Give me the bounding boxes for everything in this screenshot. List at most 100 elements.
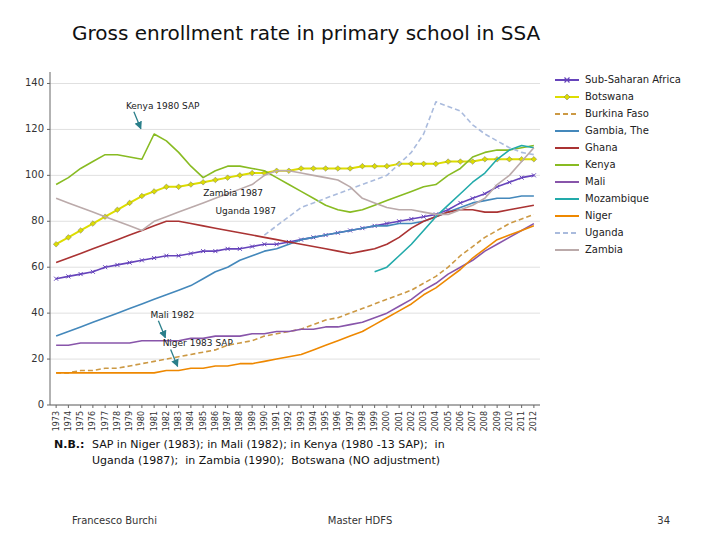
x-tick [435, 405, 436, 408]
x-tick-label: 1975 [76, 411, 85, 431]
x-tick-label: 1988 [235, 411, 244, 431]
series-line [56, 175, 534, 278]
series-marker [79, 272, 83, 276]
y-tick-label: 120 [25, 123, 44, 134]
y-tick [47, 129, 50, 130]
series-marker [66, 235, 72, 241]
series-marker [189, 251, 193, 255]
x-tick [472, 405, 473, 408]
y-tick [47, 83, 50, 84]
legend-label: Zambia [585, 244, 623, 255]
x-tick [460, 405, 461, 408]
x-tick [325, 405, 326, 408]
x-tick-label: 2011 [517, 411, 526, 431]
x-tick-label: 1997 [346, 411, 355, 431]
x-axis-line [50, 405, 540, 406]
x-tick [141, 405, 142, 408]
x-tick [497, 405, 498, 408]
series [53, 156, 536, 247]
x-tick-label: 1974 [64, 411, 73, 431]
footer-text: Francesco Burchi [72, 515, 157, 526]
series-line [56, 214, 534, 372]
series-marker [91, 270, 95, 274]
series-marker [360, 163, 366, 169]
x-tick-label: 2003 [419, 411, 428, 431]
series-marker [445, 159, 451, 165]
x-tick-label: 1990 [260, 411, 269, 431]
legend-label: Burkina Faso [585, 108, 649, 119]
series-marker [213, 249, 217, 253]
x-tick [154, 405, 155, 408]
annotation: Kenya 1980 SAP [126, 101, 200, 111]
x-tick-label: 2005 [444, 411, 453, 431]
series-marker [471, 196, 475, 200]
series-line [56, 205, 534, 262]
y-tick [47, 175, 50, 176]
series-marker [200, 179, 206, 185]
x-tick-label: 1992 [284, 411, 293, 431]
x-tick-label: 1981 [150, 411, 159, 431]
legend-label: Ghana [585, 142, 618, 153]
legend-label: Kenya [585, 159, 616, 170]
title: Gross enrollment rate in primary school … [72, 21, 541, 45]
series-marker [225, 175, 231, 181]
series-marker [164, 254, 168, 258]
series-marker [531, 156, 537, 162]
series-line [264, 102, 534, 235]
series-marker [384, 163, 390, 169]
series-marker [421, 161, 427, 167]
x-tick-label: 2006 [456, 411, 465, 431]
legend-label: Mozambique [585, 193, 649, 204]
legend-label: Sub-Saharan Africa [585, 74, 681, 85]
series [56, 148, 534, 231]
x-tick-label: 1980 [137, 411, 146, 431]
series-marker [422, 215, 426, 219]
x-tick-label: 2012 [529, 411, 538, 431]
x-tick [117, 405, 118, 408]
x-tick [533, 405, 534, 408]
series-marker [275, 242, 279, 246]
x-tick-label: 1989 [248, 411, 257, 431]
series-marker [483, 192, 487, 196]
grid-line [50, 175, 540, 176]
series-marker [128, 261, 132, 265]
x-tick-label: 2007 [468, 411, 477, 431]
series-marker [262, 242, 266, 246]
footer-text: Master HDFS [328, 515, 392, 526]
series-line [56, 134, 534, 212]
y-tick-label: 140 [25, 77, 44, 88]
x-tick-label: 1998 [358, 411, 367, 431]
x-tick [337, 405, 338, 408]
footer: Francesco Burchi Master HDFS 34 [72, 515, 670, 526]
series-marker [152, 256, 156, 260]
series-marker [335, 166, 341, 172]
footer-text: 34 [657, 515, 670, 526]
x-tick [423, 405, 424, 408]
x-tick [129, 405, 130, 408]
legend-label: Mali [585, 176, 605, 187]
series-marker [482, 156, 488, 162]
legend-swatch [555, 113, 579, 115]
annotations: Kenya 1980 SAPMali 1982Niger 1983 SAPZam… [126, 101, 276, 367]
series-marker [250, 245, 254, 249]
series-marker [139, 193, 145, 199]
grid-line [50, 267, 540, 268]
x-tick [521, 405, 522, 408]
y-tick-label: 60 [31, 261, 44, 272]
series-line [56, 226, 534, 373]
series-marker [53, 241, 59, 247]
axes: 0204060801001201401973197419751976197719… [25, 72, 540, 431]
x-tick [92, 405, 93, 408]
series-marker [249, 170, 255, 176]
series [56, 205, 534, 262]
series-marker [532, 173, 536, 177]
x-tick [288, 405, 289, 408]
x-tick-label: 1987 [223, 411, 232, 431]
x-tick-label: 1996 [333, 411, 342, 431]
x-tick [215, 405, 216, 408]
series-marker [323, 166, 329, 172]
x-tick [227, 405, 228, 408]
legend-label: Uganda [585, 227, 624, 238]
x-tick [252, 405, 253, 408]
x-tick [80, 405, 81, 408]
